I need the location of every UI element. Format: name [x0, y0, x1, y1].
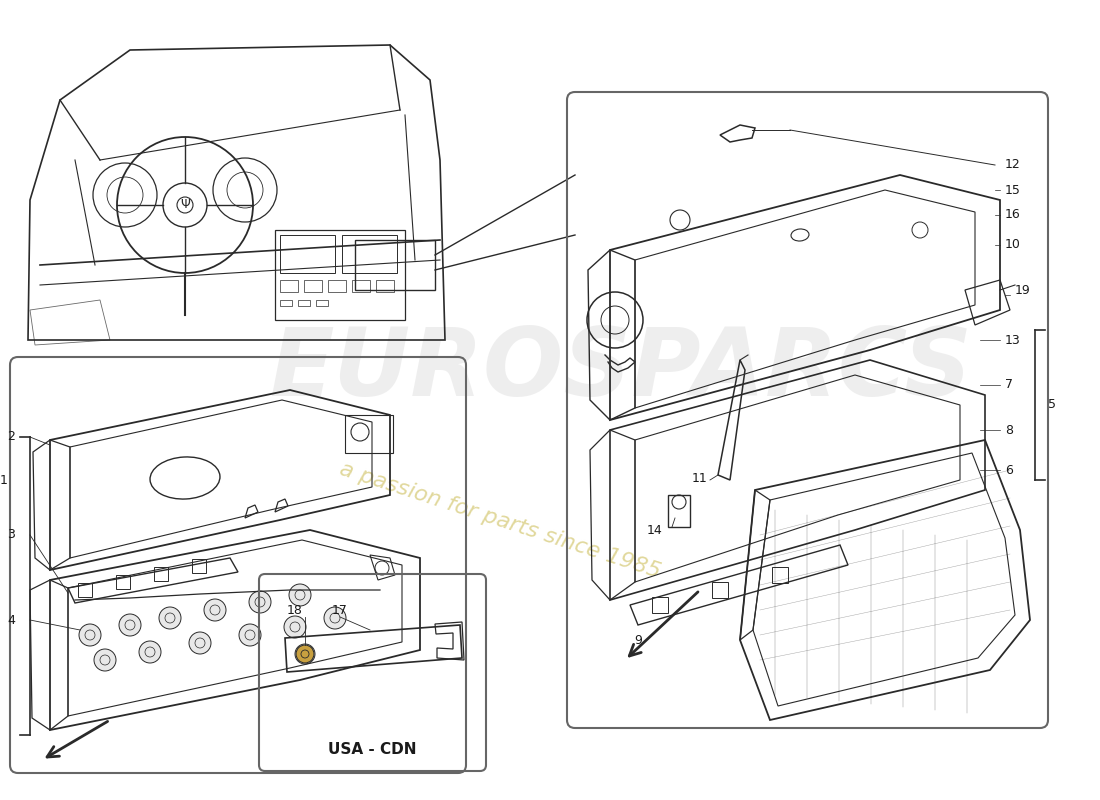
- Bar: [668, 495, 690, 527]
- Bar: [304, 280, 322, 292]
- Bar: [328, 280, 346, 292]
- Text: a passion for parts since 1985: a passion for parts since 1985: [337, 458, 663, 582]
- Text: 5: 5: [1048, 398, 1056, 411]
- Text: EUROSPARCS: EUROSPARCS: [268, 324, 971, 416]
- Bar: [772, 567, 788, 583]
- Text: 13: 13: [1005, 334, 1021, 346]
- Bar: [298, 300, 310, 306]
- Text: 4: 4: [7, 614, 15, 626]
- Bar: [280, 280, 298, 292]
- Text: 3: 3: [7, 529, 15, 542]
- Circle shape: [239, 624, 261, 646]
- Circle shape: [119, 614, 141, 636]
- Bar: [78, 583, 92, 597]
- Text: 17: 17: [332, 603, 348, 617]
- Circle shape: [189, 632, 211, 654]
- Bar: [116, 575, 130, 589]
- Bar: [154, 567, 168, 581]
- Bar: [280, 300, 292, 306]
- Bar: [345, 415, 393, 453]
- Text: 1: 1: [0, 474, 8, 486]
- Text: 7: 7: [1005, 378, 1013, 391]
- Text: 14: 14: [647, 523, 663, 537]
- Text: 2: 2: [7, 430, 15, 443]
- Bar: [652, 597, 668, 613]
- Circle shape: [79, 624, 101, 646]
- Text: 15: 15: [1005, 183, 1021, 197]
- Bar: [355, 240, 434, 290]
- Bar: [275, 230, 405, 320]
- Text: Ψ: Ψ: [180, 198, 190, 211]
- Text: 12: 12: [1005, 158, 1021, 171]
- Bar: [280, 235, 336, 273]
- Text: 10: 10: [1005, 238, 1021, 251]
- Circle shape: [289, 584, 311, 606]
- Circle shape: [296, 645, 314, 663]
- Circle shape: [94, 649, 115, 671]
- Text: 8: 8: [1005, 423, 1013, 437]
- Bar: [352, 280, 370, 292]
- Text: 18: 18: [287, 603, 303, 617]
- Bar: [376, 280, 394, 292]
- Bar: [316, 300, 328, 306]
- Circle shape: [139, 641, 161, 663]
- Bar: [342, 235, 397, 273]
- Circle shape: [249, 591, 271, 613]
- Circle shape: [160, 607, 182, 629]
- Text: 9: 9: [634, 634, 642, 646]
- Text: 16: 16: [1005, 209, 1021, 222]
- Text: 6: 6: [1005, 463, 1013, 477]
- Text: USA - CDN: USA - CDN: [328, 742, 416, 758]
- Circle shape: [204, 599, 226, 621]
- Bar: [192, 559, 206, 573]
- Text: 19: 19: [1015, 283, 1031, 297]
- Text: 11: 11: [692, 471, 708, 485]
- Circle shape: [324, 607, 346, 629]
- Circle shape: [284, 616, 306, 638]
- Bar: [712, 582, 728, 598]
